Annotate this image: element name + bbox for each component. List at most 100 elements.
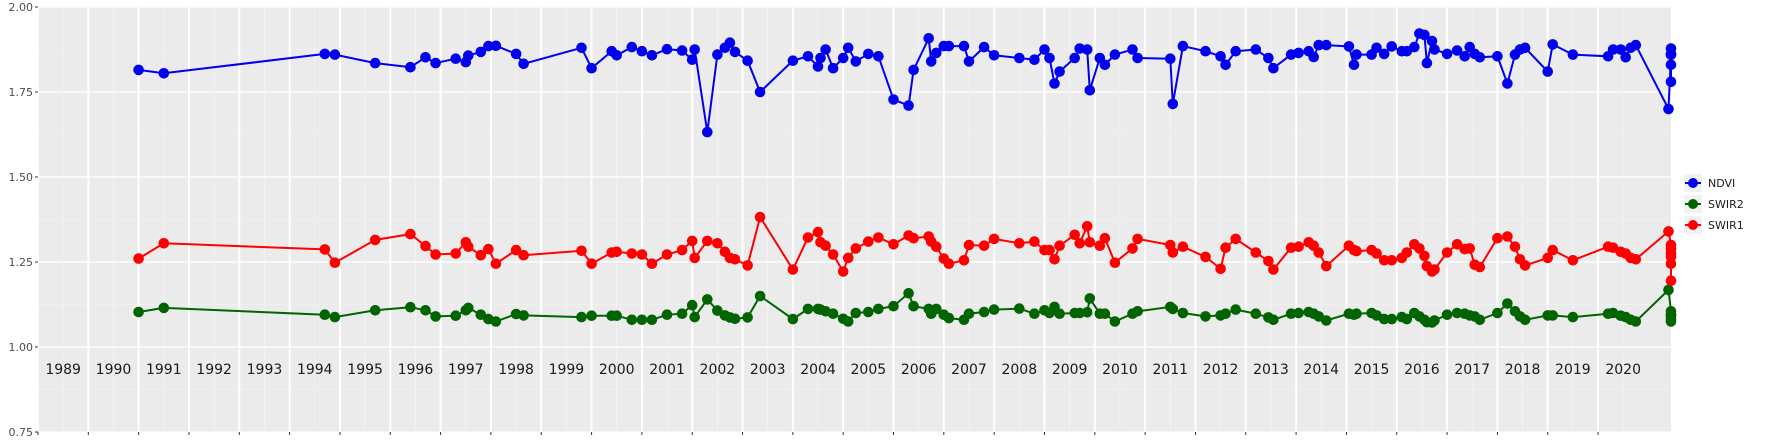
x-year-label: 2014 xyxy=(1303,362,1339,378)
data-point-ndvi xyxy=(1348,59,1360,71)
data-point-ndvi xyxy=(158,68,170,79)
data-point-ndvi xyxy=(1421,57,1433,69)
y-tick-label: 1.75 xyxy=(9,86,34,99)
data-point-swir1 xyxy=(1451,239,1463,250)
data-point-swir1 xyxy=(1049,253,1060,265)
data-point-swir2 xyxy=(463,302,474,314)
data-point-swir1 xyxy=(1084,237,1096,248)
x-year-label: 2006 xyxy=(901,362,937,378)
series-ndvi xyxy=(133,28,1677,138)
data-point-swir1 xyxy=(1351,245,1362,257)
data-point-ndvi xyxy=(908,64,919,76)
data-point-swir1 xyxy=(1094,240,1106,251)
data-point-swir2 xyxy=(329,311,341,323)
data-point-ndvi xyxy=(978,41,990,53)
data-point-swir2 xyxy=(729,313,741,325)
data-point-swir1 xyxy=(1069,229,1080,241)
data-point-swir1 xyxy=(1542,252,1553,264)
x-year-label: 2017 xyxy=(1454,362,1490,378)
data-point-swir2 xyxy=(842,316,854,327)
data-point-swir1 xyxy=(490,258,502,270)
data-point-ndvi xyxy=(636,45,648,57)
x-year-label: 2001 xyxy=(649,362,685,378)
data-point-ndvi xyxy=(450,53,462,64)
data-point-ndvi xyxy=(931,47,942,59)
legend-key-dot xyxy=(1688,220,1698,230)
data-point-ndvi xyxy=(1127,44,1138,55)
data-point-ndvi xyxy=(1084,85,1096,96)
data-point-swir2 xyxy=(943,312,955,324)
data-point-swir1 xyxy=(863,236,874,247)
x-year-label: 1993 xyxy=(247,362,283,378)
data-point-swir1 xyxy=(1029,236,1040,247)
series-swir1 xyxy=(133,211,1677,287)
data-point-swir2 xyxy=(1547,310,1558,321)
data-point-swir1 xyxy=(1099,232,1111,244)
data-point-ndvi xyxy=(430,57,441,69)
data-point-swir2 xyxy=(850,307,862,319)
data-point-ndvi xyxy=(1069,52,1080,64)
data-point-swir2 xyxy=(646,314,658,326)
data-point-ndvi xyxy=(1167,98,1179,110)
data-point-swir1 xyxy=(646,258,658,270)
data-point-swir1 xyxy=(475,249,487,261)
x-year-label: 2015 xyxy=(1354,362,1390,378)
data-point-swir1 xyxy=(712,238,723,249)
x-axis-year-labels: 1989 1990 1991 1992 1993 1994 1995 1996 1997 1998… xyxy=(37,362,1641,435)
data-point-ndvi xyxy=(420,52,431,63)
data-point-ndvi xyxy=(812,61,824,72)
legend-item-swir2: SWIR2 xyxy=(1684,195,1744,213)
x-year-label: 1999 xyxy=(549,362,585,378)
data-point-swir1 xyxy=(1044,244,1055,256)
data-point-ndvi xyxy=(1054,66,1065,77)
data-point-swir2 xyxy=(903,288,914,299)
data-point-swir1 xyxy=(1429,264,1440,275)
data-point-swir1 xyxy=(133,253,144,264)
y-tick-label: 1.25 xyxy=(9,256,34,269)
data-point-ndvi xyxy=(1230,45,1241,57)
data-point-swir1 xyxy=(820,240,831,251)
data-point-swir1 xyxy=(1230,233,1241,245)
data-point-ndvi xyxy=(1049,78,1060,89)
data-point-ndvi xyxy=(646,50,658,61)
data-point-swir2 xyxy=(754,290,766,302)
data-point-swir1 xyxy=(369,234,381,246)
data-point-swir1 xyxy=(158,238,170,249)
data-point-swir2 xyxy=(1451,307,1463,319)
data-point-swir1 xyxy=(1378,254,1390,266)
data-point-swir1 xyxy=(754,211,766,223)
data-point-ndvi xyxy=(483,40,494,52)
x-year-label: 1992 xyxy=(196,362,232,378)
data-point-ndvi xyxy=(661,43,673,55)
data-point-swir1 xyxy=(1665,275,1677,287)
data-point-ndvi xyxy=(842,42,854,54)
data-point-ndvi xyxy=(518,58,529,70)
data-point-swir2 xyxy=(1502,298,1513,309)
legend-label-swir1: SWIR1 xyxy=(1708,219,1744,232)
data-point-ndvi xyxy=(1630,39,1642,51)
data-point-swir1 xyxy=(729,253,741,265)
data-series xyxy=(133,28,1677,328)
data-point-swir2 xyxy=(1268,314,1279,326)
data-point-swir1 xyxy=(1321,260,1332,272)
data-point-swir1 xyxy=(676,244,688,256)
data-point-ndvi xyxy=(463,50,474,61)
data-point-ndvi xyxy=(611,50,622,61)
data-point-ndvi xyxy=(958,40,970,52)
data-point-ndvi xyxy=(850,56,862,67)
data-point-swir2 xyxy=(1177,307,1189,319)
data-point-swir1 xyxy=(827,249,839,260)
data-point-ndvi xyxy=(1215,51,1226,62)
data-point-ndvi xyxy=(1200,45,1211,57)
data-point-ndvi xyxy=(1502,78,1513,89)
data-point-swir2 xyxy=(689,311,700,323)
data-point-ndvi xyxy=(1308,51,1319,63)
data-point-ndvi xyxy=(742,55,753,66)
data-point-swir2 xyxy=(133,306,144,318)
data-point-swir1 xyxy=(1081,221,1093,232)
legend-key-dot xyxy=(1688,178,1698,188)
data-point-swir2 xyxy=(158,302,170,314)
data-point-ndvi xyxy=(1607,44,1619,55)
data-point-swir2 xyxy=(787,313,799,325)
data-point-swir2 xyxy=(1386,313,1397,325)
